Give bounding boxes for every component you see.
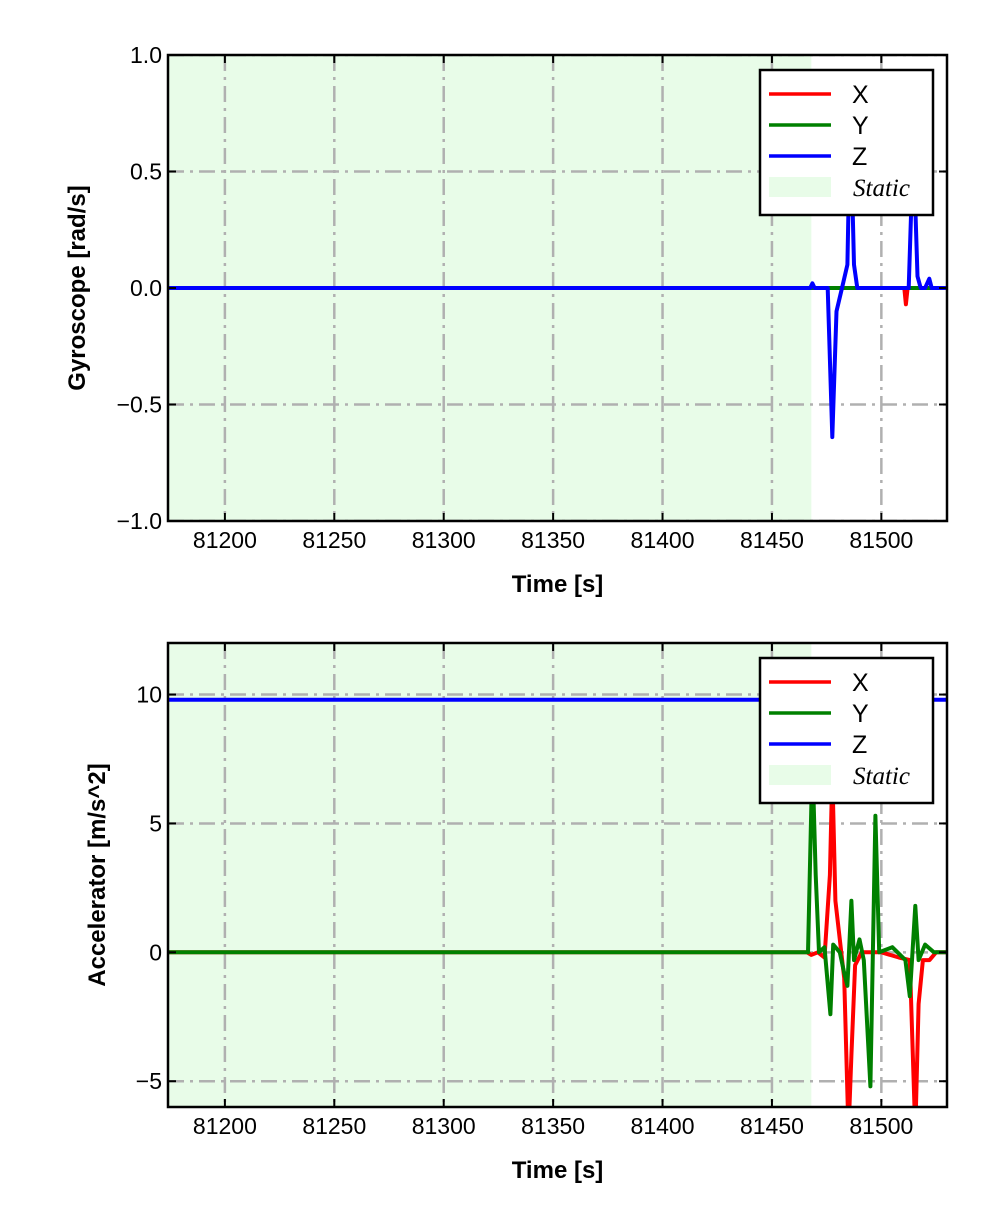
y-axis-label: Accelerator [m/s^2]	[84, 763, 111, 986]
legend: XYZ Static	[758, 656, 935, 805]
legend-label: Z	[852, 731, 867, 759]
x-tick-label: 81400	[631, 527, 695, 553]
legend: XYZ Static	[758, 68, 935, 217]
legend-label: X	[852, 669, 869, 697]
x-tick-label: 81450	[740, 527, 804, 553]
x-axis-label: Time [s]	[512, 1157, 604, 1184]
y-tick-label: −5	[136, 1068, 162, 1094]
x-tick-label: 81350	[521, 1113, 585, 1139]
legend-swatch-static	[769, 765, 831, 785]
y-tick-label: 0.0	[130, 275, 162, 301]
x-tick-label: 81500	[849, 527, 913, 553]
x-tick-label: 81300	[412, 1113, 476, 1139]
legend-swatch-static	[769, 177, 831, 197]
y-tick-label: −1.0	[117, 508, 162, 534]
subplot-1: 81200 81250 81300 81350 81400 81450 81500 −1.0 −…	[64, 42, 949, 598]
plot-area	[168, 643, 947, 1107]
x-tick-label: 81350	[521, 527, 585, 553]
y-axis-label: Gyroscope [rad/s]	[64, 185, 91, 390]
x-tick-label: 81400	[631, 1113, 695, 1139]
axes-frame	[166, 53, 949, 523]
x-tick-label: 81300	[412, 527, 476, 553]
x-tick-label: 81200	[193, 1113, 257, 1139]
y-tick-label: 10	[136, 682, 162, 708]
x-tick-label: 81500	[849, 1113, 913, 1139]
axes-frame	[166, 641, 949, 1109]
subplot-2: 81200 81250 81300 81350 81400 81450 81500 −5 0 5 1…	[84, 641, 949, 1184]
y-tick-label: 5	[149, 810, 162, 836]
static-region	[168, 643, 812, 1107]
legend-label: Y	[852, 112, 869, 140]
x-tick-label: 81450	[740, 1113, 804, 1139]
legend-label: Z	[852, 143, 867, 171]
series-line-y	[168, 757, 947, 1089]
series-line-x	[168, 769, 947, 1107]
x-axis-label: Time [s]	[512, 571, 604, 598]
y-tick-label: 1.0	[130, 42, 162, 68]
legend-label: Y	[852, 700, 869, 728]
x-tick-label: 81250	[302, 1113, 366, 1139]
legend-label: Static	[853, 763, 910, 790]
x-tick-label: 81250	[302, 527, 366, 553]
legend-label: X	[852, 81, 869, 109]
y-tick-label: 0.5	[130, 159, 162, 185]
y-tick-label: 0	[149, 939, 162, 965]
y-tick-label: −0.5	[117, 392, 162, 418]
legend-label: Static	[853, 175, 910, 202]
x-tick-label: 81200	[193, 527, 257, 553]
